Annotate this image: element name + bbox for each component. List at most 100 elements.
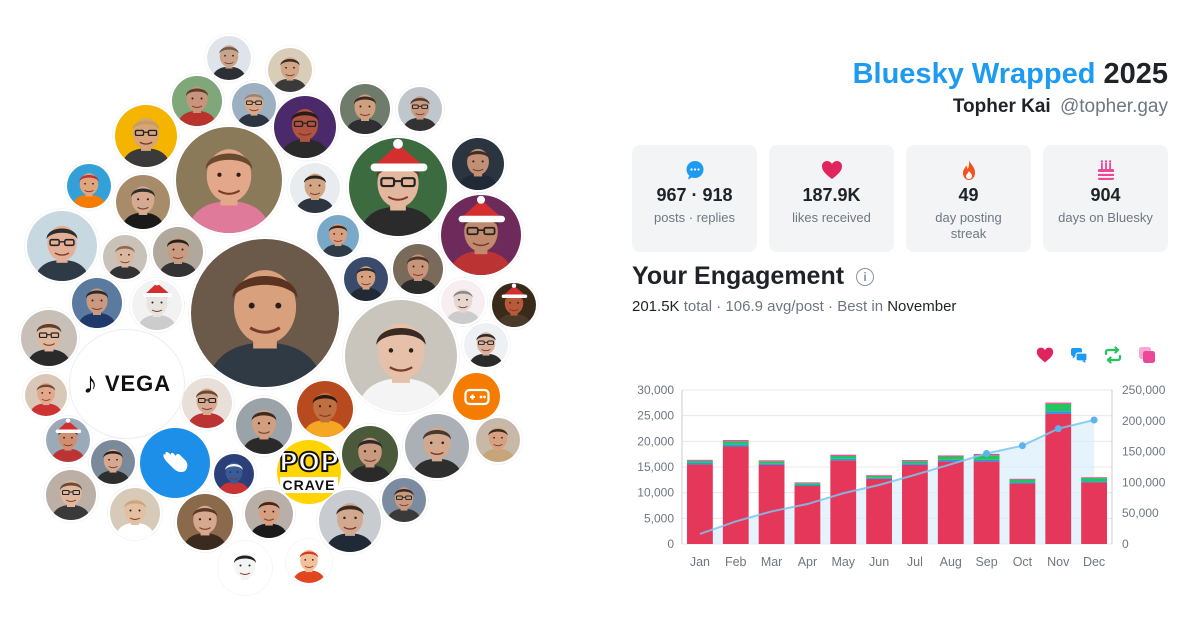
avatar[interactable]	[266, 46, 314, 94]
engagement-summary: 201.5K total · 106.9 avg/post · Best in …	[632, 298, 957, 315]
avatar[interactable]	[130, 278, 184, 332]
avatar[interactable]	[189, 237, 341, 389]
avatar[interactable]	[462, 321, 510, 369]
bar-segment	[937, 461, 964, 544]
avatar[interactable]	[403, 412, 471, 480]
y-tick-left: 0	[667, 537, 674, 551]
repost-icon[interactable]	[1104, 346, 1122, 364]
avatar[interactable]	[89, 438, 137, 486]
y-tick-right: 150,000	[1122, 445, 1166, 459]
avatar[interactable]	[317, 488, 383, 554]
engagement-chart: 0 5,000 10,000 15,000 20,000 25,000 30,000 0 50,…	[637, 383, 1166, 569]
bar-segment	[687, 464, 713, 544]
avatar[interactable]	[315, 213, 361, 259]
bar-segment	[687, 460, 713, 463]
flame-icon	[906, 159, 1031, 181]
avatar[interactable]	[19, 308, 79, 368]
bar-segment	[830, 460, 857, 544]
avatar[interactable]	[295, 379, 355, 439]
bar-segment	[687, 462, 713, 465]
avatar[interactable]	[391, 242, 445, 296]
avatar[interactable]	[343, 298, 459, 414]
avatar[interactable]	[23, 372, 69, 418]
x-tick: Jan	[690, 555, 710, 569]
avatar[interactable]	[439, 193, 523, 277]
avatar[interactable]	[205, 34, 253, 82]
avatar[interactable]	[340, 424, 400, 484]
bar-segment	[973, 455, 1000, 460]
avatar[interactable]	[218, 541, 272, 595]
avatar[interactable]	[450, 136, 506, 192]
avatar[interactable]	[230, 81, 278, 129]
avatar[interactable]	[234, 396, 294, 456]
stat-value: 904	[1090, 185, 1121, 205]
engagement-avg: 106.9 avg/post	[725, 298, 824, 315]
bar-segment	[758, 463, 785, 465]
engagement-total-word: total	[683, 298, 713, 315]
engagement-total: 201.5K	[632, 298, 680, 315]
bar-segment	[973, 459, 1000, 462]
avatar[interactable]	[180, 376, 234, 430]
y-tick-left: 25,000	[637, 409, 674, 423]
avatar[interactable]	[65, 162, 113, 210]
cumulative-point	[983, 450, 991, 458]
bar-segment	[794, 485, 821, 544]
x-tick: Jun	[869, 555, 889, 569]
avatar[interactable]	[347, 136, 449, 238]
avatar[interactable]	[396, 85, 444, 133]
avatar[interactable]	[272, 94, 338, 160]
avatar[interactable]	[114, 173, 172, 231]
avatar[interactable]	[44, 416, 92, 464]
avatar[interactable]	[380, 476, 428, 524]
bar-segment	[902, 461, 928, 464]
reply-icon[interactable]	[1070, 346, 1088, 364]
heart-icon	[769, 159, 894, 181]
pop-crave-logo[interactable]: POP CRAVE	[277, 440, 341, 504]
stat-label: day posting streak	[935, 210, 1002, 241]
y-tick-left: 10,000	[637, 486, 674, 500]
user-handle[interactable]: @topher.gay	[1059, 96, 1168, 117]
avatar[interactable]	[243, 488, 295, 540]
avatar[interactable]	[174, 125, 284, 235]
quote-icon[interactable]	[1138, 346, 1156, 364]
info-icon[interactable]: i	[856, 267, 875, 286]
shaka-app-icon[interactable]	[140, 428, 210, 498]
gamepad-app-icon[interactable]	[453, 373, 500, 420]
page-title: Bluesky Wrapped 2025	[853, 58, 1168, 91]
y-tick-right: 50,000	[1122, 506, 1159, 520]
avatar-cluster: ♪ VEGA POP CRAVE	[19, 34, 538, 595]
avatar[interactable]	[342, 255, 390, 303]
avatar[interactable]	[108, 486, 162, 540]
bar-segment	[902, 463, 928, 465]
x-tick: Apr	[798, 555, 817, 569]
avatar[interactable]	[44, 468, 98, 522]
avatar[interactable]	[439, 278, 487, 326]
vega-logo[interactable]: ♪ VEGA	[70, 330, 184, 438]
avatar[interactable]	[101, 233, 149, 281]
avatar[interactable]	[175, 492, 235, 552]
bar-segment	[1081, 478, 1107, 482]
avatar[interactable]	[25, 209, 99, 283]
stat-value: 967 · 918	[656, 185, 733, 205]
avatar[interactable]	[286, 539, 332, 585]
avatar[interactable]	[212, 452, 256, 496]
avatar[interactable]	[474, 416, 522, 464]
avatar[interactable]	[151, 225, 205, 279]
bar-segment	[758, 460, 785, 462]
y-tick-right: 100,000	[1122, 475, 1166, 489]
x-tick: Mar	[761, 555, 783, 569]
stat-value: 187.9K	[802, 185, 861, 205]
cumulative-point	[1018, 442, 1026, 450]
avatar[interactable]	[170, 74, 224, 128]
avatar[interactable]	[338, 82, 392, 136]
avatar[interactable]	[490, 281, 538, 329]
heart-icon[interactable]	[1036, 346, 1054, 364]
pop-crave-bottom: CRAVE	[279, 477, 339, 493]
avatar[interactable]	[70, 276, 124, 330]
bar-segment	[830, 454, 857, 456]
stat-label: likes received	[792, 210, 871, 225]
y-tick-left: 20,000	[637, 434, 674, 448]
bar-segment	[830, 455, 857, 459]
avatar[interactable]	[288, 161, 342, 215]
avatar[interactable]	[113, 103, 179, 169]
